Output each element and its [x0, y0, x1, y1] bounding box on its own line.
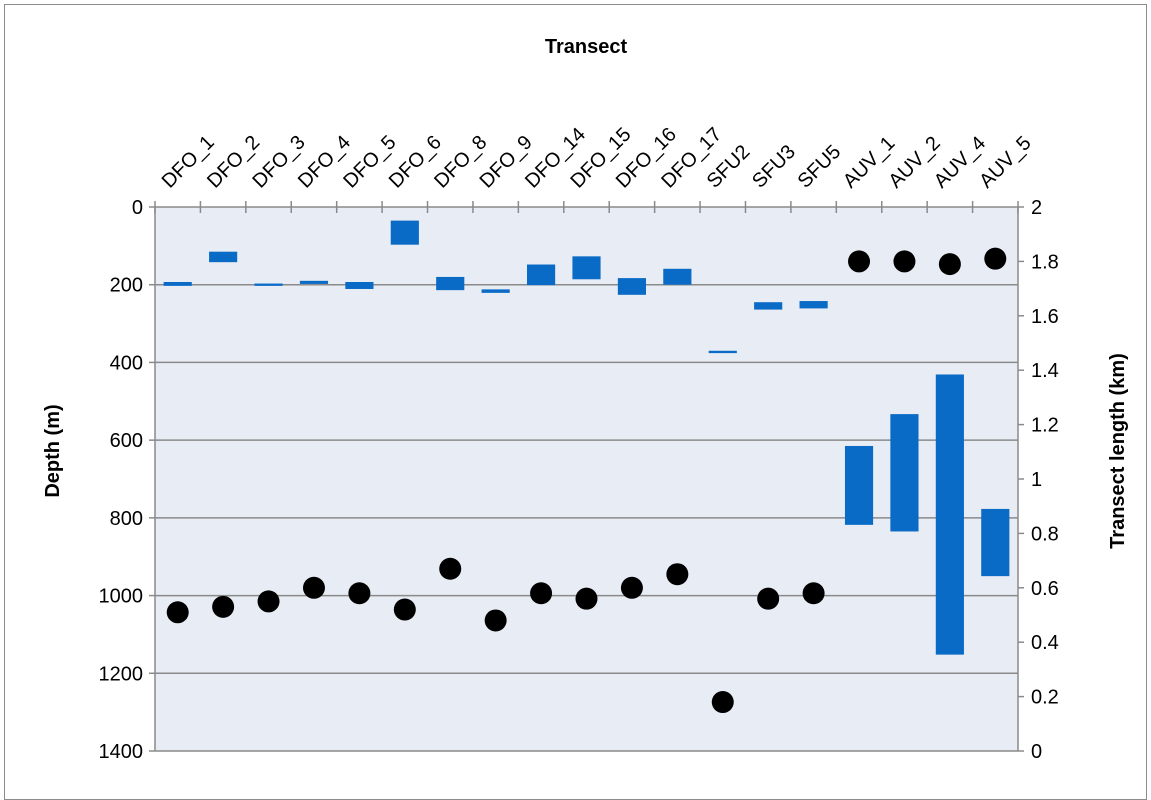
category-label: SFU5: [794, 141, 846, 193]
depth-range-bar: [390, 220, 419, 245]
length-point: [348, 582, 371, 605]
axes: [149, 201, 1024, 752]
depth-range-bar: [935, 374, 964, 655]
length-point: [984, 247, 1007, 270]
length-point: [893, 250, 916, 273]
y2-tick-label: 2: [1031, 197, 1042, 219]
depth-range-bar: [708, 350, 737, 354]
y-axis-title: Depth (m): [42, 404, 64, 497]
length-point: [757, 587, 780, 610]
depth-range-bar: [254, 283, 283, 286]
y-tick-label: 1200: [99, 663, 144, 685]
y-tick-label: 1400: [99, 741, 144, 763]
y2-tick-label: 1.4: [1031, 360, 1059, 382]
depth-range-bar: [844, 445, 874, 525]
length-point: [302, 576, 325, 599]
depth-range-bar: [617, 278, 647, 295]
length-point: [166, 601, 189, 624]
length-point: [802, 582, 825, 605]
depth-range-bar: [981, 508, 1010, 577]
depth-range-bar: [436, 276, 465, 291]
depth-bars: [163, 220, 1010, 655]
depth-range-bar: [299, 280, 329, 284]
y-tick-label: 800: [110, 508, 143, 530]
y2-tick-label: 0: [1031, 741, 1042, 763]
length-point: [257, 590, 280, 613]
length-point: [938, 253, 961, 276]
depth-range-bar: [799, 301, 828, 309]
y-tick-label: 600: [110, 430, 143, 452]
y2-tick-label: 1.2: [1031, 415, 1059, 437]
length-point: [848, 250, 871, 273]
length-point: [620, 576, 643, 599]
depth-range-bar: [526, 264, 556, 286]
depth-range-bar: [754, 302, 783, 310]
depth-range-bar: [890, 414, 919, 532]
length-point: [439, 557, 462, 580]
category-label: SFU3: [748, 141, 800, 193]
y-tick-label: 400: [110, 352, 143, 374]
length-points: [166, 247, 1007, 714]
plot-area: [155, 207, 1018, 751]
depth-range-bar: [663, 268, 692, 285]
y2-tick-label: 1.8: [1031, 251, 1059, 273]
y2-tick-label: 0.8: [1031, 523, 1059, 545]
length-point: [666, 563, 689, 586]
category-label: AUV_5: [975, 132, 1035, 192]
y2-tick-label: 1.6: [1031, 306, 1059, 328]
y-tick-label: 1000: [99, 586, 144, 608]
y2-tick-label: 1: [1031, 469, 1042, 491]
y-tick-label: 0: [132, 197, 143, 219]
length-point: [393, 598, 416, 621]
depth-range-bar: [345, 281, 374, 289]
length-point: [484, 609, 507, 632]
depth-range-bar: [572, 256, 601, 280]
length-point: [530, 582, 553, 605]
y-tick-label: 200: [110, 275, 143, 297]
length-point: [711, 691, 734, 714]
y2-tick-label: 0.2: [1031, 687, 1059, 709]
y2-tick-label: 0.4: [1031, 632, 1059, 654]
depth-range-bar: [209, 251, 238, 263]
chart-title: Transect: [545, 36, 628, 58]
length-point: [212, 595, 235, 618]
depth-range-bar: [481, 289, 510, 293]
y2-axis-title: Transect length (km): [1107, 353, 1129, 549]
depth-range-bar: [163, 281, 192, 286]
length-point: [575, 587, 598, 610]
y2-tick-label: 0.6: [1031, 578, 1059, 600]
